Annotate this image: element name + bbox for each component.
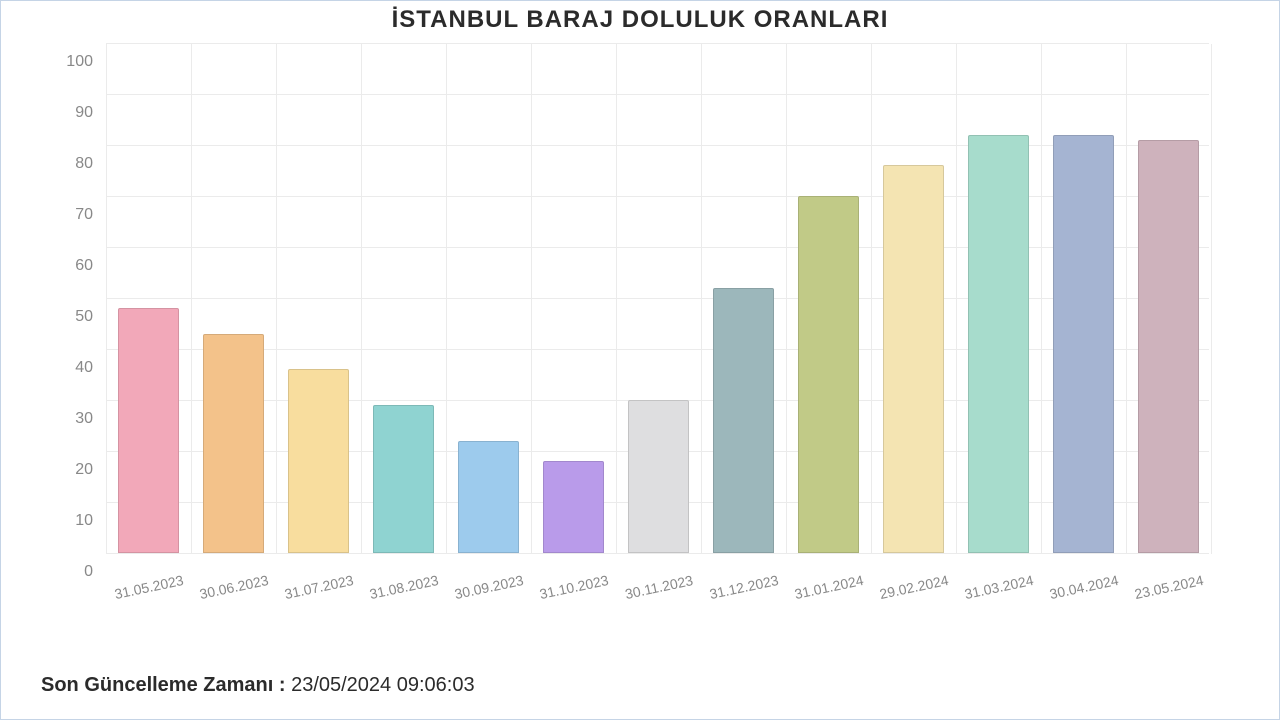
bar (798, 196, 859, 553)
gridline-h (106, 553, 1209, 554)
gridline-v (361, 44, 362, 554)
y-tick-label: 90 (75, 104, 101, 122)
last-updated: Son Güncelleme Zamanı : 23/05/2024 09:06… (41, 674, 475, 697)
bar (458, 441, 519, 553)
gridline-v (701, 44, 702, 554)
bar (1053, 135, 1114, 553)
gridline-v (616, 44, 617, 554)
gridline-h (106, 349, 1209, 350)
last-updated-label: Son Güncelleme Zamanı : (41, 674, 286, 696)
x-tick-label: 29.02.2024 (878, 572, 950, 602)
chart-area: 0 10 20 30 40 50 60 70 80 90 100 31.05.2023 30.06.20… (21, 39, 1259, 609)
gridline-h (106, 145, 1209, 146)
y-tick-label: 10 (75, 512, 101, 530)
gridline-h (106, 298, 1209, 299)
bar (203, 334, 264, 553)
y-tick-label: 20 (75, 461, 101, 479)
x-tick-label: 31.05.2023 (113, 572, 185, 602)
x-tick-label: 31.03.2024 (963, 572, 1035, 602)
x-tick-label: 31.07.2023 (283, 572, 355, 602)
last-updated-value: 23/05/2024 09:06:03 (291, 674, 475, 696)
y-tick-label: 50 (75, 308, 101, 326)
y-tick-label: 100 (66, 53, 101, 71)
gridline-v (871, 44, 872, 554)
bar (543, 461, 604, 553)
y-tick-label: 30 (75, 410, 101, 428)
gridline-h (106, 247, 1209, 248)
gridline-v (956, 44, 957, 554)
x-tick-label: 30.11.2023 (623, 572, 694, 602)
gridline-h (106, 43, 1209, 44)
gridline-v (1126, 44, 1127, 554)
y-tick-label: 40 (75, 359, 101, 377)
gridline-v (531, 44, 532, 554)
bar (883, 165, 944, 553)
x-tick-label: 31.08.2023 (368, 572, 440, 602)
y-tick-label: 80 (75, 155, 101, 173)
gridline-v (1041, 44, 1042, 554)
x-tick-label: 23.05.2024 (1133, 572, 1205, 602)
x-tick-label: 30.04.2024 (1048, 572, 1120, 602)
gridline-v (786, 44, 787, 554)
bar (713, 288, 774, 553)
bar (118, 308, 179, 553)
plot-area (106, 44, 1209, 554)
x-tick-label: 31.12.2023 (708, 572, 780, 602)
bar (1138, 140, 1199, 553)
bar (373, 405, 434, 553)
gridline-v (276, 44, 277, 554)
bar (628, 400, 689, 553)
chart-card: İSTANBUL BARAJ DOLULUK ORANLARI 0 10 20 30 4… (0, 0, 1280, 720)
x-tick-label: 30.09.2023 (453, 572, 525, 602)
chart-title: İSTANBUL BARAJ DOLULUK ORANLARI (21, 6, 1259, 34)
y-tick-label: 0 (84, 563, 101, 581)
y-tick-label: 70 (75, 206, 101, 224)
gridline-v (106, 44, 107, 554)
x-tick-label: 31.10.2023 (538, 572, 610, 602)
gridline-h (106, 94, 1209, 95)
gridline-v (191, 44, 192, 554)
gridline-h (106, 196, 1209, 197)
x-tick-label: 30.06.2023 (198, 572, 270, 602)
gridline-v (446, 44, 447, 554)
gridline-v (1211, 44, 1212, 554)
x-tick-label: 31.01.2024 (793, 572, 865, 602)
bar (288, 369, 349, 553)
y-tick-label: 60 (75, 257, 101, 275)
bar (968, 135, 1029, 553)
